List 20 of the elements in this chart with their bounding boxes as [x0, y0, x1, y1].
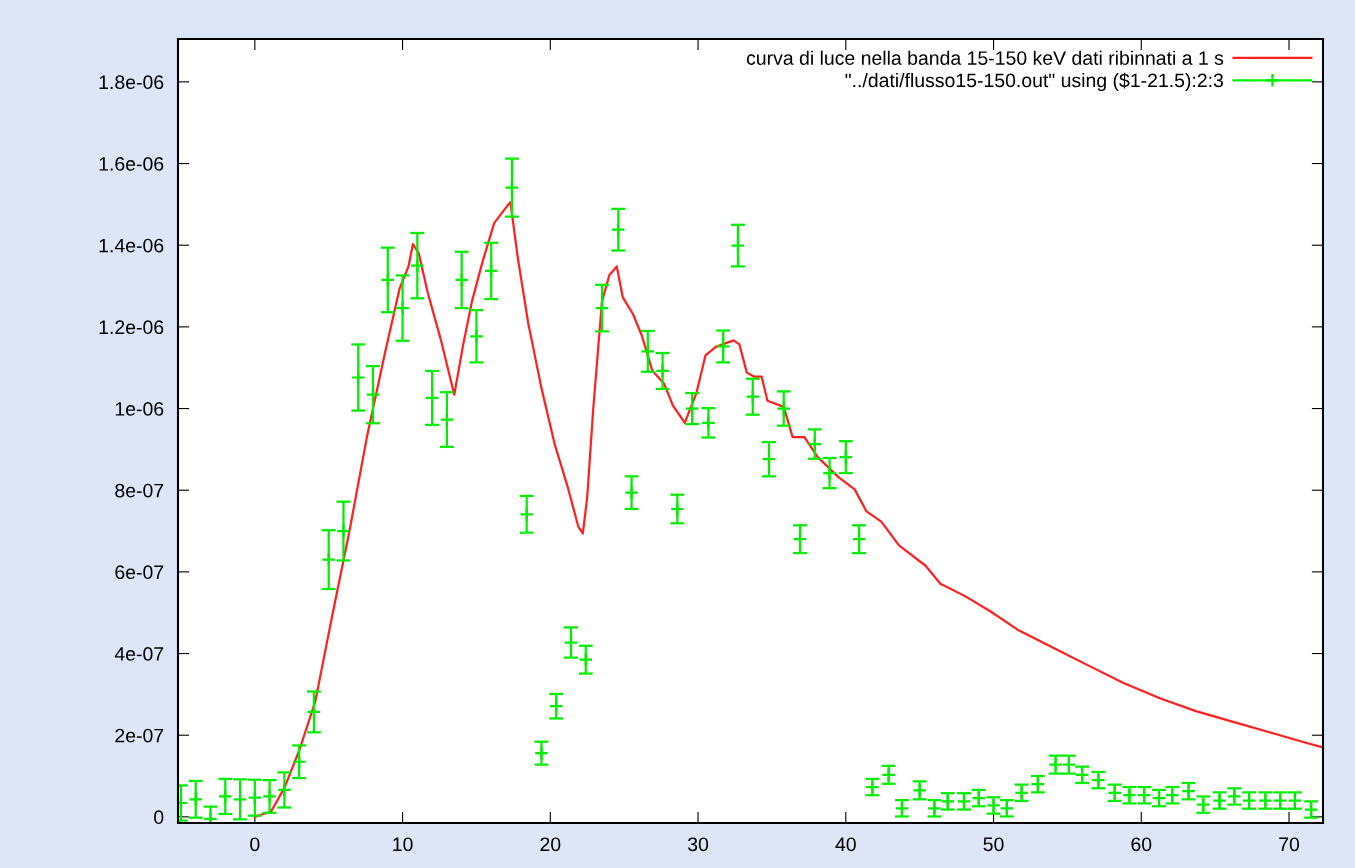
x-tick-label: 20 — [540, 837, 561, 852]
y-tick-label: 8e-07 — [115, 483, 164, 498]
x-tick-label: 60 — [1131, 837, 1152, 852]
x-tick-label: 10 — [393, 837, 413, 852]
y-tick-label: 4e-07 — [114, 647, 164, 661]
y-tick-label: 1.4e-06 — [99, 238, 164, 253]
legend-label: curva di luce nella banda 15-150 keV dati ribinnati a 1 s — [746, 50, 1224, 65]
y-tick-label: 6e-07 — [115, 565, 164, 580]
y-tick-label: 1.2e-06 — [99, 320, 164, 335]
y-tick-label: 1.8e-06 — [99, 75, 164, 90]
x-tick-label: 30 — [687, 837, 709, 852]
x-tick-label: 70 — [1279, 837, 1300, 852]
y-tick-label: 1.6e-06 — [99, 157, 164, 171]
x-tick-label: 50 — [983, 837, 1004, 852]
y-tick-label: 1e-06 — [115, 402, 164, 416]
legend-label: "../dati/flusso15-150.out" using ($1-21.5):2:3 — [845, 72, 1224, 92]
x-tick-label: 0 — [250, 837, 260, 852]
y-tick-label: 2e-07 — [115, 728, 164, 743]
y-tick-label: 0 — [154, 810, 164, 825]
x-tick-label: 40 — [835, 837, 856, 852]
